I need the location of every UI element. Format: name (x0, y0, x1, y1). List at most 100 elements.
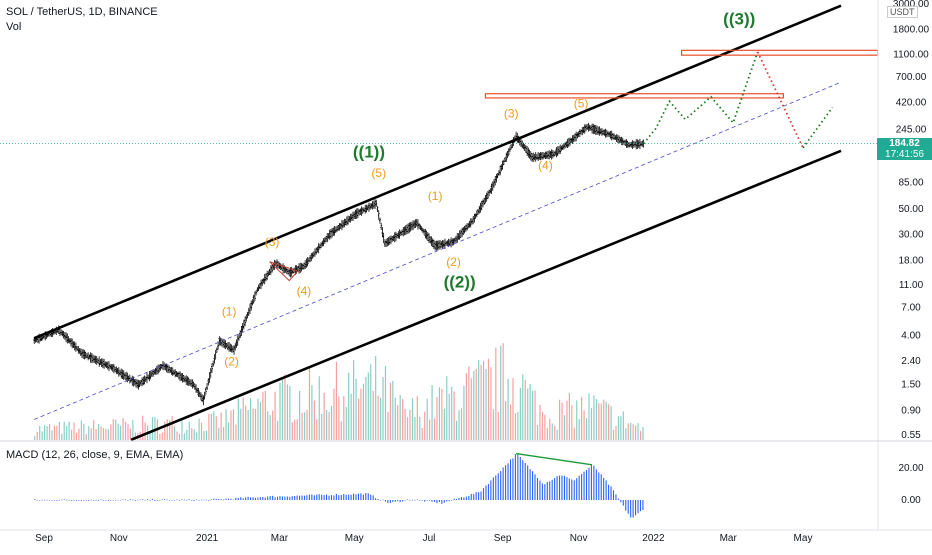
volume-bar (406, 417, 409, 440)
volume-bar (397, 405, 399, 440)
macd-histogram-bar (343, 494, 345, 500)
minor-wave-label: (4) (538, 159, 553, 173)
macd-histogram-bar (142, 499, 144, 500)
macd-histogram-bar (527, 465, 529, 500)
macd-histogram-bar (568, 478, 570, 500)
volume-bar (142, 415, 144, 440)
macd-histogram-bar (384, 500, 386, 502)
volume-bar (286, 384, 288, 440)
macd-histogram-bar (328, 495, 330, 500)
volume-bar (112, 419, 114, 440)
macd-histogram-bar (610, 486, 612, 500)
volume-bar (571, 405, 573, 440)
volume-bar (115, 419, 117, 440)
macd-histogram-bar (600, 474, 602, 500)
minor-wave-label: (3) (504, 107, 519, 121)
volume-bar (402, 399, 404, 440)
volume-bar (102, 428, 105, 440)
volume-bar (431, 385, 433, 440)
macd-histogram-bar (34, 499, 36, 500)
volume-bar (605, 401, 607, 440)
macd-histogram-bar (544, 484, 546, 500)
macd-histogram-bar (595, 469, 597, 500)
volume-bar (497, 411, 499, 440)
macd-histogram-bar (571, 479, 573, 500)
macd-histogram-bar (115, 500, 117, 501)
volume-bar (343, 396, 345, 440)
volume-bar (375, 355, 377, 440)
macd-histogram-bar (460, 497, 462, 500)
volume-bar (75, 432, 78, 440)
projection-down-path (756, 51, 804, 149)
macd-histogram-bar (370, 494, 372, 500)
macd-histogram-bar (416, 499, 418, 501)
macd-histogram-bar (124, 499, 127, 501)
volume-bar (465, 373, 468, 440)
volume-bar (627, 423, 629, 440)
macd-histogram-bar (51, 500, 53, 501)
volume-bar (110, 424, 112, 440)
macd-histogram-bar (267, 496, 269, 500)
macd-histogram-bar (286, 496, 288, 500)
volume-bar (220, 412, 222, 440)
volume-bar (598, 403, 600, 440)
volume-bar (554, 425, 556, 440)
volume-bar (365, 377, 367, 440)
macd-histogram-bar (473, 494, 475, 500)
macd-histogram-bar (406, 499, 409, 500)
volume-bar (470, 378, 472, 440)
volume-bar (213, 411, 215, 440)
macd-histogram-bar (635, 500, 637, 516)
volume-bar (181, 420, 183, 440)
volume-bar (345, 406, 347, 440)
volume-bar (291, 422, 293, 440)
volume-bar (424, 411, 426, 440)
volume-bar (492, 409, 494, 440)
volume-bar (132, 420, 134, 440)
major-wave-label: ((1)) (353, 143, 385, 162)
volume-bar (294, 419, 296, 440)
volume-bar (490, 367, 492, 440)
volume-bar (379, 397, 382, 440)
macd-histogram-bar (112, 500, 114, 501)
volume-bar (316, 419, 318, 440)
volume-bar (372, 390, 374, 440)
volume-bar (257, 398, 259, 440)
price-axis-background (878, 0, 932, 550)
macd-histogram-bar (100, 499, 102, 500)
macd-histogram-bar (159, 500, 161, 501)
volume-bar (276, 420, 279, 440)
volume-bar (34, 435, 36, 440)
currency-badge[interactable]: USDT (887, 6, 918, 18)
volume-bar (578, 419, 580, 440)
volume-bar (58, 422, 60, 440)
volume-bar (455, 420, 458, 440)
macd-histogram-bar (414, 499, 416, 501)
symbol-title: SOL / TetherUS, 1D, BINANCE (6, 6, 158, 18)
volume-bar (563, 415, 566, 440)
volume-bar (48, 424, 51, 440)
volume-bar (480, 365, 482, 440)
y-tick-label: 420.00 (896, 97, 927, 108)
volume-bar (262, 391, 264, 440)
volume-bar (558, 399, 561, 440)
macd-histogram-bar (186, 499, 188, 501)
macd-histogram-bar (394, 500, 396, 502)
y-tick-label: 85.00 (898, 178, 923, 189)
macd-histogram-bar (129, 499, 131, 500)
volume-bar (585, 418, 588, 440)
volume-bar (198, 418, 200, 440)
volume-bar (144, 422, 146, 440)
macd-histogram-bar (573, 480, 575, 500)
volume-bar (441, 388, 443, 440)
volume-bar (267, 411, 269, 440)
y-tick-label: 30.00 (898, 230, 923, 241)
y-tick-label: 4.00 (901, 331, 921, 342)
macd-histogram-bar (556, 476, 558, 500)
volume-bar (308, 367, 311, 440)
y-tick-label: 50.00 (898, 204, 923, 215)
volume-bar (164, 421, 166, 440)
x-tick-label: Mar (271, 533, 289, 544)
macd-histogram-bar (482, 488, 485, 500)
